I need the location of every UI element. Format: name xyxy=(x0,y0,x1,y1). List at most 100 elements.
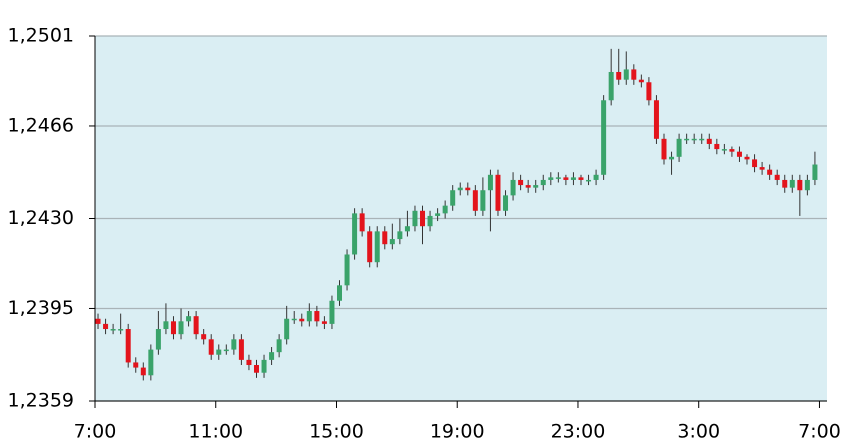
x-tick-label: 11:00 xyxy=(188,421,243,443)
candle-body xyxy=(284,318,290,340)
candle-body xyxy=(812,164,818,180)
candle-body xyxy=(767,169,773,175)
candle-body xyxy=(533,185,539,188)
x-tick-label: 7:00 xyxy=(74,421,117,443)
candle-body xyxy=(118,329,124,331)
candle-body xyxy=(782,179,788,188)
candle-body xyxy=(231,339,237,350)
candle-body xyxy=(586,179,592,182)
candle-body xyxy=(518,179,524,186)
candle-body xyxy=(631,69,637,80)
candle-body xyxy=(178,321,184,335)
candle-body xyxy=(593,174,599,180)
candle-body xyxy=(269,352,275,360)
candle-body xyxy=(525,185,531,188)
y-tick-label: 1,2466 xyxy=(8,114,74,136)
candle-body xyxy=(503,195,509,211)
y-tick-label: 1,2359 xyxy=(8,390,74,412)
candle-body xyxy=(465,187,471,191)
candle-body xyxy=(223,349,229,352)
candle-body xyxy=(261,359,267,373)
candle-body xyxy=(797,179,803,191)
candle-body xyxy=(420,210,426,227)
candle-body xyxy=(487,174,493,191)
candle-body xyxy=(382,231,388,245)
candle-body xyxy=(676,138,682,157)
candle-body xyxy=(555,177,561,179)
candle-body xyxy=(367,231,373,263)
x-tick-label: 7:00 xyxy=(798,421,841,443)
candle-body xyxy=(691,138,697,141)
candle-body xyxy=(337,285,343,301)
candle-body xyxy=(276,339,282,353)
candle-body xyxy=(329,300,335,324)
candle-body xyxy=(729,149,735,152)
candle-body xyxy=(540,179,546,186)
candle-body xyxy=(374,231,380,263)
candle-body xyxy=(306,311,312,322)
candle-body xyxy=(125,329,131,363)
candle-body xyxy=(578,177,584,180)
candle-body xyxy=(495,174,501,211)
candle-body xyxy=(359,213,365,232)
x-tick-label: 23:00 xyxy=(551,421,606,443)
y-tick-label: 1,2395 xyxy=(8,297,74,319)
candle-body xyxy=(140,367,146,376)
candle-body xyxy=(412,210,418,227)
candle-body xyxy=(133,362,139,368)
candle-body xyxy=(472,190,478,211)
candle-body xyxy=(736,151,742,157)
candle-body xyxy=(510,179,516,196)
candle-body xyxy=(427,215,433,227)
candle-body xyxy=(314,311,320,322)
candle-body xyxy=(774,174,780,180)
candle-body xyxy=(321,321,327,324)
candle-body xyxy=(103,323,109,330)
candle-body xyxy=(714,143,720,150)
candle-body xyxy=(352,213,358,255)
candle-body xyxy=(744,156,750,160)
candle-body xyxy=(148,349,154,376)
candle-body xyxy=(457,187,463,191)
candle-body xyxy=(661,138,667,160)
candle-body xyxy=(570,177,576,180)
candle-body xyxy=(389,239,395,245)
candle-body xyxy=(616,71,622,80)
y-tick-label: 1,2501 xyxy=(8,25,74,47)
candle-body xyxy=(699,138,705,141)
candle-body xyxy=(789,179,795,188)
candle-body xyxy=(291,318,297,321)
candle-body xyxy=(404,226,410,232)
candle-body xyxy=(344,254,350,286)
candle-body xyxy=(450,190,456,206)
candle-body xyxy=(155,329,161,350)
candle-body xyxy=(638,79,644,83)
candle-body xyxy=(563,177,569,180)
candle-body xyxy=(601,100,607,175)
candle-body xyxy=(216,349,222,355)
x-tick-label: 15:00 xyxy=(309,421,364,443)
candle-body xyxy=(442,205,448,214)
candle-body xyxy=(95,318,101,324)
candle-body xyxy=(548,177,554,180)
candle-body xyxy=(706,138,712,144)
candle-body xyxy=(163,321,169,330)
candle-body xyxy=(684,138,690,141)
candle-body xyxy=(608,71,614,101)
candle-body xyxy=(752,159,758,168)
candle-body xyxy=(238,339,244,360)
candle-body xyxy=(759,167,765,170)
candle-body xyxy=(193,316,199,335)
candle-body xyxy=(646,82,652,101)
candle-body xyxy=(435,213,441,216)
candle-body xyxy=(208,339,214,355)
candle-body xyxy=(110,329,116,331)
candle-body xyxy=(201,334,207,340)
candle-body xyxy=(186,316,192,322)
candle-body xyxy=(299,318,305,322)
y-tick-label: 1,2430 xyxy=(8,207,74,229)
candle-body xyxy=(721,149,727,151)
x-tick-label: 3:00 xyxy=(677,421,720,443)
candle-body xyxy=(623,69,629,80)
candle-body xyxy=(653,100,659,139)
